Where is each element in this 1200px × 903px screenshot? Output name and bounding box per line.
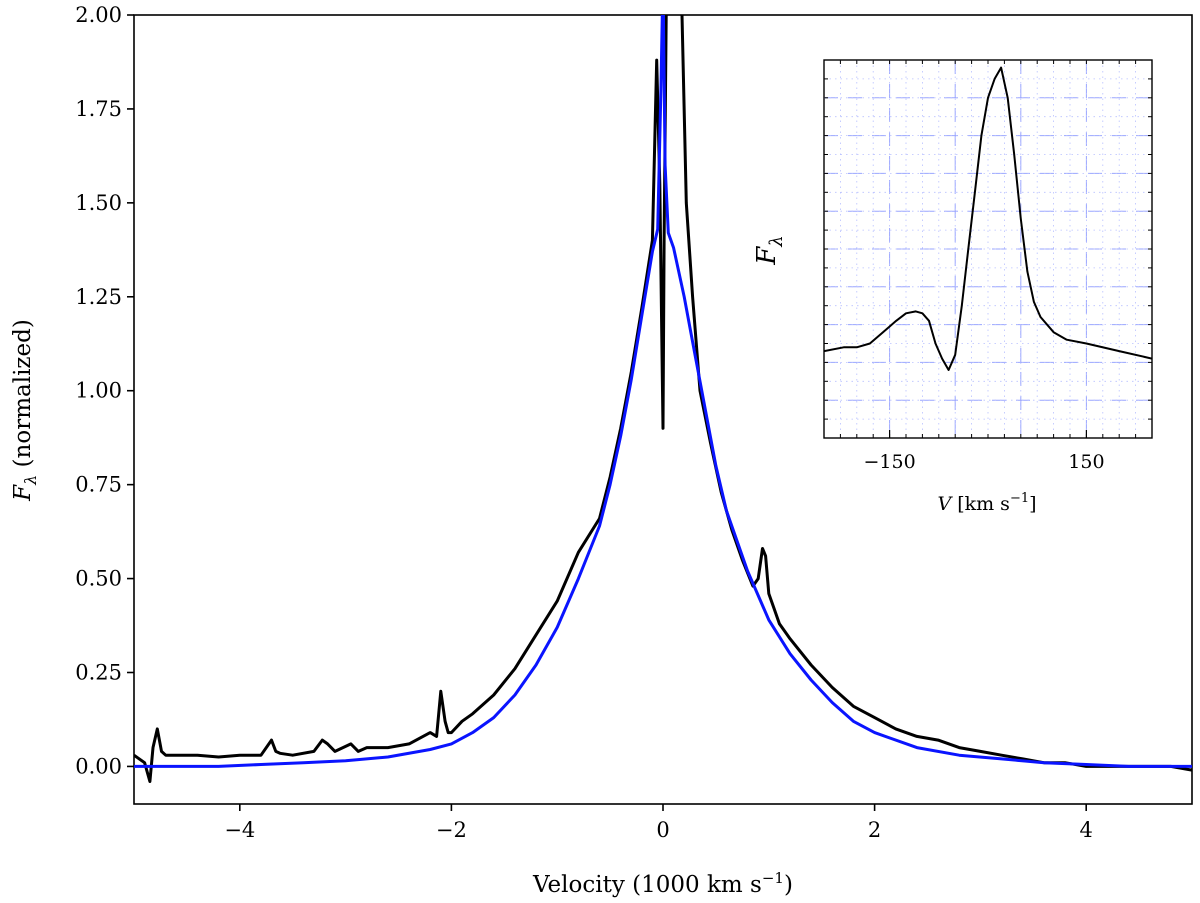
inset-y-axis-label: Fλ [752, 235, 787, 265]
main-y-axis: 0.00 0.25 0.50 0.75 1.00 1.25 1.50 1.75 2.00 [75, 3, 134, 778]
y-tick-label: 0.50 [75, 567, 122, 591]
y-tick-label: 0.25 [75, 661, 122, 685]
inset-x-tick-label: −150 [864, 451, 916, 473]
y-tick-label: 1.75 [75, 97, 122, 121]
y-tick-label: 2.00 [75, 3, 122, 27]
y-tick-label: 1.00 [75, 379, 122, 403]
y-tick-label: 0.75 [75, 473, 122, 497]
y-tick-label: 1.25 [75, 285, 122, 309]
inset-grid [824, 60, 1152, 438]
y-tick-label: 0.00 [75, 754, 122, 778]
inset-axes-ticks: −150 150 [824, 60, 1152, 473]
x-tick-label: 4 [1080, 818, 1093, 842]
series-line-model [134, 15, 1192, 768]
inset-plot-area [824, 66, 1152, 371]
x-tick-label: −2 [436, 818, 467, 842]
x-tick-label: 2 [868, 818, 881, 842]
inset-x-axis-label: V [km s−1] [937, 491, 1036, 515]
main-plot-area [134, 15, 1192, 783]
x-axis-label: Velocity (1000 km s−1) [532, 869, 793, 898]
x-tick-label: 0 [656, 818, 669, 842]
series-line-observed [134, 15, 1192, 783]
y-tick-label: 1.50 [75, 191, 122, 215]
inset-x-tick-label: 150 [1068, 451, 1104, 473]
main-x-axis: −4 −2 0 2 4 [224, 804, 1093, 842]
y-axis-label: Fλ (normalized) [10, 319, 40, 502]
inset-series-line [824, 66, 1152, 371]
x-tick-label: −4 [224, 818, 255, 842]
